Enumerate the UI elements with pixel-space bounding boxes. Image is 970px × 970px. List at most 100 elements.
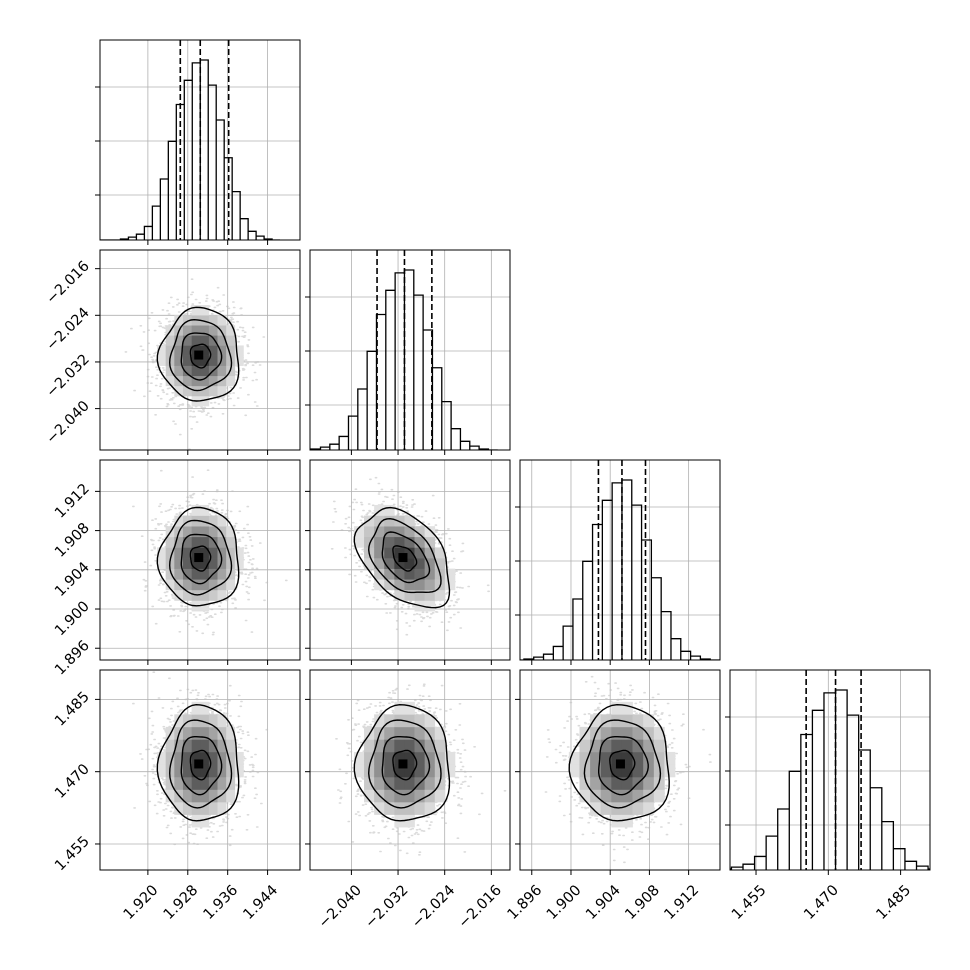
- panel-content: [100, 40, 300, 240]
- density-bin: [364, 789, 375, 803]
- panel-frame: [309, 669, 511, 871]
- density-bin: [165, 739, 175, 753]
- contour-line: [392, 545, 418, 572]
- density-bin: [226, 345, 236, 356]
- contour-line: [156, 306, 240, 402]
- density-bin: [414, 789, 425, 803]
- density-bin: [165, 335, 175, 346]
- density-bin: [424, 579, 436, 591]
- density-bin: [444, 751, 456, 765]
- density-bin: [632, 726, 644, 740]
- density-bin: [217, 315, 227, 326]
- scatter-panel-0-3: 1.920 1.928 1.936 1.944 1.455 1.470 1.485: [52, 669, 301, 923]
- density-bin: [208, 789, 218, 803]
- density-bin: [444, 568, 456, 580]
- density-bin: [200, 579, 210, 591]
- density-bin: [394, 568, 405, 580]
- density-bin: [384, 751, 395, 765]
- density-bin: [182, 385, 192, 397]
- panel-content: [730, 670, 930, 870]
- density-bin: [404, 526, 415, 538]
- y-tick-label: 1.896: [52, 638, 93, 679]
- density-bin: [217, 385, 227, 397]
- density-bin: [200, 504, 210, 516]
- density-bin: [643, 776, 655, 790]
- contour-line: [180, 533, 223, 585]
- density-bin: [611, 751, 623, 765]
- density-bin: [424, 536, 436, 548]
- density-bin: [374, 764, 385, 778]
- density-bin: [444, 764, 456, 778]
- density-bin: [165, 547, 175, 559]
- panel-frame: [99, 459, 301, 661]
- y-tick-label: 1.904: [52, 559, 93, 600]
- density-bin: [611, 726, 623, 740]
- density-bin: [200, 515, 210, 527]
- density-bin: [174, 764, 184, 778]
- density-bin: [424, 526, 436, 538]
- density-bin: [590, 739, 602, 753]
- contour-line: [367, 517, 442, 594]
- density-bin: [200, 375, 210, 387]
- density-bin: [217, 751, 227, 765]
- density-bin: [191, 365, 201, 377]
- density-bin: [174, 365, 184, 377]
- density-bin: [191, 764, 201, 778]
- density-bin: [191, 558, 201, 569]
- density-bin: [404, 568, 415, 580]
- contour-line: [189, 749, 212, 781]
- y-tick-label: 1.455: [52, 833, 93, 874]
- density-bin: [600, 789, 612, 803]
- density-bin: [600, 739, 612, 753]
- density-bin: [200, 365, 210, 377]
- density-bin: [191, 305, 201, 316]
- density-bin: [611, 776, 623, 790]
- density-bin: [208, 345, 218, 356]
- x-tick-label: −2.024: [409, 882, 458, 931]
- density-bin: [234, 558, 244, 569]
- density-bin: [621, 764, 633, 778]
- density-bin: [414, 751, 425, 765]
- density-bin: [174, 355, 184, 366]
- density-bin: [394, 739, 405, 753]
- density-bin: [157, 355, 166, 366]
- density-bin: [165, 751, 175, 765]
- density-bin: [384, 789, 395, 803]
- density-bin: [600, 714, 612, 728]
- x-tick-label: −2.032: [362, 882, 411, 931]
- contour-line: [381, 736, 431, 796]
- density-peak: [398, 759, 408, 769]
- panel-frame: [99, 249, 301, 451]
- density-bin: [643, 789, 655, 803]
- density-bin: [191, 701, 201, 715]
- density-bin: [182, 558, 192, 569]
- density-bin: [653, 739, 665, 753]
- density-bin: [374, 515, 385, 527]
- density-bin: [643, 802, 655, 815]
- panel-frame: [729, 669, 931, 871]
- density-bin: [568, 751, 580, 765]
- density-bin: [424, 589, 436, 601]
- x-tick-label: 1.900: [544, 882, 585, 923]
- density-bin: [174, 515, 184, 527]
- y-tick-label: 1.908: [52, 520, 93, 561]
- contour-line: [180, 736, 223, 796]
- density-bin: [424, 726, 436, 740]
- y-tick-label: −2.024: [44, 305, 93, 354]
- density-bin: [165, 789, 175, 803]
- density-bin: [191, 547, 201, 559]
- histogram-panel-2: [515, 459, 721, 665]
- density-bin: [621, 726, 633, 740]
- x-tick-label: 1.896: [505, 882, 546, 923]
- density-bin: [414, 726, 425, 740]
- density-bin: [444, 579, 456, 591]
- density-bin: [208, 385, 218, 397]
- contour-line: [156, 703, 240, 822]
- histogram-panel-3: 1.455 1.470 1.485: [725, 669, 931, 923]
- density-bin: [182, 714, 192, 728]
- density-bin: [226, 739, 236, 753]
- contour-line: [168, 519, 233, 596]
- contour-line: [156, 506, 240, 607]
- density-bin: [374, 558, 385, 569]
- density-bin: [364, 515, 375, 527]
